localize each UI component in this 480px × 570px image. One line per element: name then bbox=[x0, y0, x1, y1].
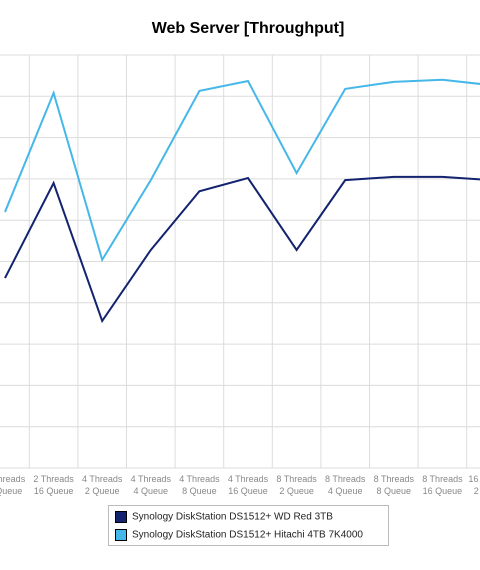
x-tick-label: 4 Threads 8 Queue bbox=[179, 474, 220, 496]
legend-label: Synology DiskStation DS1512+ Hitachi 4TB… bbox=[132, 530, 363, 541]
x-tick-label: 8 Threads 2 Queue bbox=[276, 474, 317, 496]
legend-swatch bbox=[115, 529, 127, 541]
x-tick-label: 8 Threads 8 Queue bbox=[374, 474, 415, 496]
x-tick-label: 2 Threads 16 Queue bbox=[33, 474, 74, 496]
x-tick-label: 4 Threads 16 Queue bbox=[228, 474, 269, 496]
x-tick-label: 8 Threads 4 Queue bbox=[325, 474, 366, 496]
line-series bbox=[4, 78, 480, 263]
x-tick-label: 4 Threads 2 Queue bbox=[82, 474, 123, 496]
legend-swatch bbox=[115, 511, 127, 523]
x-tick-label: 8 Threads 16 Queue bbox=[422, 474, 463, 496]
legend-box bbox=[108, 505, 389, 546]
line-series bbox=[4, 175, 480, 324]
legend-label: Synology DiskStation DS1512+ WD Red 3TB bbox=[132, 512, 333, 523]
chart-title: Web Server [Throughput] bbox=[152, 20, 345, 37]
x-tick-label: 4 Threads 4 Queue bbox=[131, 474, 172, 496]
